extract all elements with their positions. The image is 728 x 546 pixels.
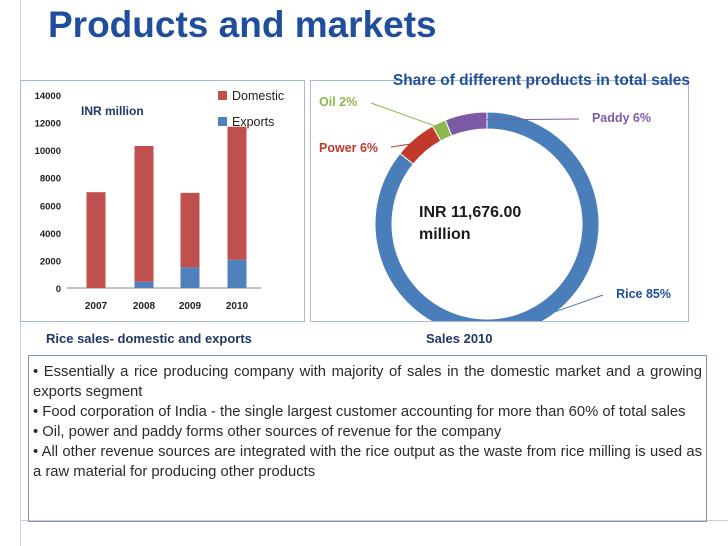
donut-slice-paddy <box>444 111 488 137</box>
note-item: • Food corporation of India - the single… <box>33 404 686 420</box>
y-tick-label: 10000 <box>35 146 61 157</box>
x-tick-label: 2008 <box>133 301 156 312</box>
bar-chart-caption: Rice sales- domestic and exports <box>46 331 252 346</box>
y-tick-label: 8000 <box>40 174 61 185</box>
legend-label-exports: Exports <box>232 115 274 129</box>
doughnut-chart: INR 11,676.00 million Rice 85% Power 6% Oi… <box>319 95 671 337</box>
note-item: • All other revenue sources are integrat… <box>33 444 702 480</box>
doughnut-chart-panel: INR 11,676.00 million Rice 85% Power 6% Oi… <box>310 80 689 337</box>
y-tick-label: 14000 <box>35 91 61 102</box>
bar-domestic-2007 <box>86 192 106 288</box>
slice-label-paddy: Paddy 6% <box>592 111 651 125</box>
y-axis-label: INR million <box>81 104 144 118</box>
bar-exports-2008 <box>134 281 154 288</box>
x-tick-label: 2010 <box>226 301 249 312</box>
legend-label-domestic: Domestic <box>232 89 284 103</box>
leader-line <box>532 294 604 321</box>
slide-title: Products and markets <box>48 4 437 45</box>
bar-exports-2010 <box>227 259 247 288</box>
bar-domestic-2010 <box>227 126 247 260</box>
y-tick-label: 0 <box>56 284 61 295</box>
y-tick-label: 12000 <box>35 119 61 130</box>
donut-slice-rice <box>374 111 600 337</box>
note-item: • Oil, power and paddy forms other sourc… <box>33 424 502 440</box>
bar-domestic-2008 <box>134 146 154 282</box>
legend-swatch-domestic <box>218 91 227 100</box>
donut-center-unit: million <box>419 226 471 243</box>
doughnut-chart-title: Share of different products in total sal… <box>392 72 690 89</box>
slice-label-oil: Oil 2% <box>319 95 357 109</box>
legend-swatch-exports <box>218 117 227 126</box>
leader-line <box>390 142 419 148</box>
y-tick-label: 4000 <box>40 229 61 240</box>
leader-line <box>370 102 442 129</box>
bar-chart-panel: 0 2000 4000 6000 8000 10000 12000 14000 2007 200… <box>20 80 305 322</box>
slide-bottom-rule <box>20 520 728 521</box>
x-tick-label: 2007 <box>85 301 108 312</box>
bar-exports-2009 <box>180 267 200 288</box>
notes-box: • Essentially a rice producing company w… <box>28 355 707 522</box>
y-tick-label: 2000 <box>40 256 61 267</box>
leader-line <box>466 118 580 121</box>
y-tick-label: 6000 <box>40 201 61 212</box>
slice-label-power: Power 6% <box>319 141 378 155</box>
doughnut-chart-caption: Sales 2010 <box>426 331 493 346</box>
slice-label-rice: Rice 85% <box>616 287 671 301</box>
bar-domestic-2009 <box>180 192 200 268</box>
x-tick-label: 2009 <box>179 301 202 312</box>
note-item: • Essentially a rice producing company w… <box>33 364 702 400</box>
stacked-bar-chart: 0 2000 4000 6000 8000 10000 12000 14000 2007 200… <box>35 89 285 312</box>
donut-center-total: INR 11,676.00 <box>419 204 521 221</box>
